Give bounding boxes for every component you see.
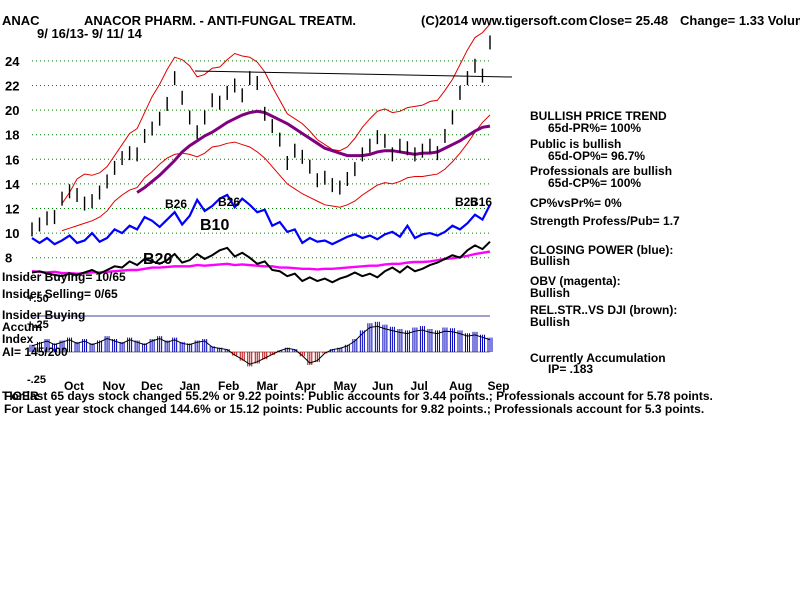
insider-buying-label: Insider Buying= 10/65 — [2, 270, 126, 284]
accum-tick-label: +.50 — [27, 293, 49, 305]
x-tick-label: Feb — [218, 379, 239, 393]
footer-overlap: TIGER — [2, 389, 39, 403]
ip-label: IP= .183 — [548, 362, 594, 376]
accum-tick-label: -.25 — [27, 374, 46, 386]
y-tick-label: 18 — [5, 128, 19, 143]
pr-label: 65d-PR%= 100% — [548, 121, 642, 135]
x-tick-label: May — [334, 379, 358, 393]
x-tick-label: Jan — [180, 379, 201, 393]
y-tick-label: 12 — [5, 202, 19, 217]
y-tick-label: 8 — [5, 251, 12, 266]
closing-power-line — [31, 193, 491, 246]
accum-state-label: Currently Accumulation — [530, 351, 666, 365]
relstr-line — [31, 240, 491, 284]
pros-bullish-label: Professionals are bullish — [530, 164, 673, 178]
company-title: ANACOR PHARM. - ANTI-FUNGAL TREATM. — [84, 13, 357, 28]
obv-line — [31, 250, 491, 275]
lower-band-line — [61, 114, 491, 232]
closing-power-state: Bullish — [530, 254, 571, 268]
x-tick-label: Jul — [411, 379, 428, 393]
cpvspr-label: CP%vsPr%= 0% — [530, 196, 622, 210]
signal-label: B26 — [165, 197, 187, 211]
y-tick-label: 22 — [5, 79, 19, 94]
moving-average-line — [136, 109, 491, 194]
trend-title: BULLISH PRICE TREND — [530, 109, 667, 123]
y-tick-label: 10 — [5, 226, 19, 241]
x-tick-label: Oct — [64, 379, 84, 393]
op-label: 65d-OP%= 96.7% — [548, 149, 646, 163]
y-tick-label: 14 — [5, 177, 20, 192]
y-tick-label: 16 — [5, 152, 19, 167]
signal-label: B26 — [455, 195, 477, 209]
x-tick-label: Jun — [372, 379, 393, 393]
x-tick-label: Dec — [141, 379, 163, 393]
y-tick-label: 24 — [5, 54, 20, 69]
strength-label: Strength Profess/Pub= 1.7 — [530, 214, 680, 228]
accum-tick-label: +.25 — [27, 319, 49, 331]
signal-label: B16 — [470, 195, 492, 209]
footer-line-2: For Last year stock changed 144.6% or 15… — [4, 402, 705, 416]
signal-label: B10 — [200, 217, 229, 234]
relstr-label: REL.STR..VS DJI (brown): — [530, 303, 678, 317]
x-tick-label: Nov — [103, 379, 126, 393]
closing-power-label: CLOSING POWER (blue): — [530, 243, 674, 257]
accum-average-line — [31, 325, 491, 365]
x-tick-label: Aug — [449, 379, 472, 393]
public-bullish-label: Public is bullish — [530, 137, 622, 151]
copyright-label: (C)2014 www.tigersoft.com — [421, 13, 588, 28]
insider-selling-label: Insider Selling= 0/65 — [2, 287, 118, 301]
x-tick-label: Sep — [488, 379, 510, 393]
footer-line-1: For last 65 days stock changed 55.2% or … — [4, 389, 713, 403]
relstr-state: Bullish — [530, 315, 571, 329]
upper-band-line — [61, 23, 491, 204]
signal-label: B26 — [218, 195, 240, 209]
change-label: Change= 1.33 Volume — [680, 13, 800, 28]
y-tick-label: 20 — [5, 103, 19, 118]
x-tick-label: Apr — [295, 379, 316, 393]
index-label: Index — [2, 332, 34, 346]
close-label: Close= 25.48 — [589, 13, 669, 28]
ticker-label: ANAC — [2, 13, 40, 28]
date-range: 9/ 16/13- 9/ 11/ 14 — [37, 26, 142, 41]
signal-label: B20 — [143, 251, 172, 268]
obv-label: OBV (magenta): — [530, 274, 621, 288]
cp-label: 65d-CP%= 100% — [548, 176, 642, 190]
x-tick-label: Mar — [257, 379, 279, 393]
ai-label: AI= 145/200 — [2, 345, 68, 359]
obv-state: Bullish — [530, 286, 571, 300]
resistance-line — [194, 70, 513, 78]
insider-buying-label-2: Insider Buying — [2, 308, 86, 322]
accum-label: Accum — [2, 320, 43, 334]
